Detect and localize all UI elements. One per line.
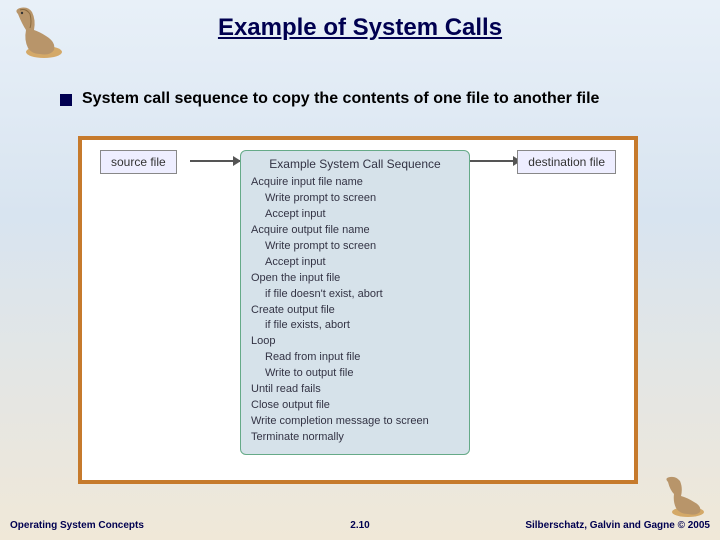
sequence-line: if file exists, abort — [251, 318, 459, 334]
sequence-line: Terminate normally — [251, 430, 459, 446]
sequence-lines: Acquire input file nameWrite prompt to s… — [251, 175, 459, 446]
sequence-line: Close output file — [251, 398, 459, 414]
dinosaur-logo-icon — [6, 6, 66, 61]
sequence-line: Accept input — [251, 255, 459, 271]
sequence-line: Write prompt to screen — [251, 191, 459, 207]
destination-file-box: destination file — [517, 150, 616, 174]
sequence-line: Write to output file — [251, 366, 459, 382]
slide-title: Example of System Calls — [0, 0, 720, 42]
bullet-marker-icon — [60, 94, 72, 106]
bullet-text: System call sequence to copy the content… — [82, 90, 599, 108]
footer-copyright: Silberschatz, Galvin and Gagne © 2005 — [525, 520, 710, 531]
source-file-box: source file — [100, 150, 177, 174]
sequence-line: Accept input — [251, 207, 459, 223]
figure-frame: source file Example System Call Sequence… — [78, 136, 638, 484]
arrow-icon — [470, 160, 520, 162]
sequence-line: Open the input file — [251, 271, 459, 287]
sequence-line: Acquire input file name — [251, 175, 459, 191]
sequence-line: Read from input file — [251, 350, 459, 366]
dinosaur-footer-icon — [658, 476, 708, 518]
sequence-box: Example System Call Sequence Acquire inp… — [240, 150, 470, 455]
sequence-line: Acquire output file name — [251, 223, 459, 239]
sequence-line: Write completion message to screen — [251, 414, 459, 430]
sequence-line: Until read fails — [251, 382, 459, 398]
footer-page-number: 2.10 — [350, 520, 369, 531]
arrow-icon — [190, 160, 240, 162]
sequence-line: if file doesn't exist, abort — [251, 287, 459, 303]
bullet-item: System call sequence to copy the content… — [60, 90, 690, 108]
sequence-line: Create output file — [251, 303, 459, 319]
sequence-title: Example System Call Sequence — [251, 157, 459, 171]
slide-footer: Operating System Concepts 2.10 Silbersch… — [0, 520, 720, 536]
sequence-line: Loop — [251, 334, 459, 350]
figure-canvas: source file Example System Call Sequence… — [82, 140, 634, 480]
sequence-line: Write prompt to screen — [251, 239, 459, 255]
footer-left: Operating System Concepts — [10, 520, 144, 531]
